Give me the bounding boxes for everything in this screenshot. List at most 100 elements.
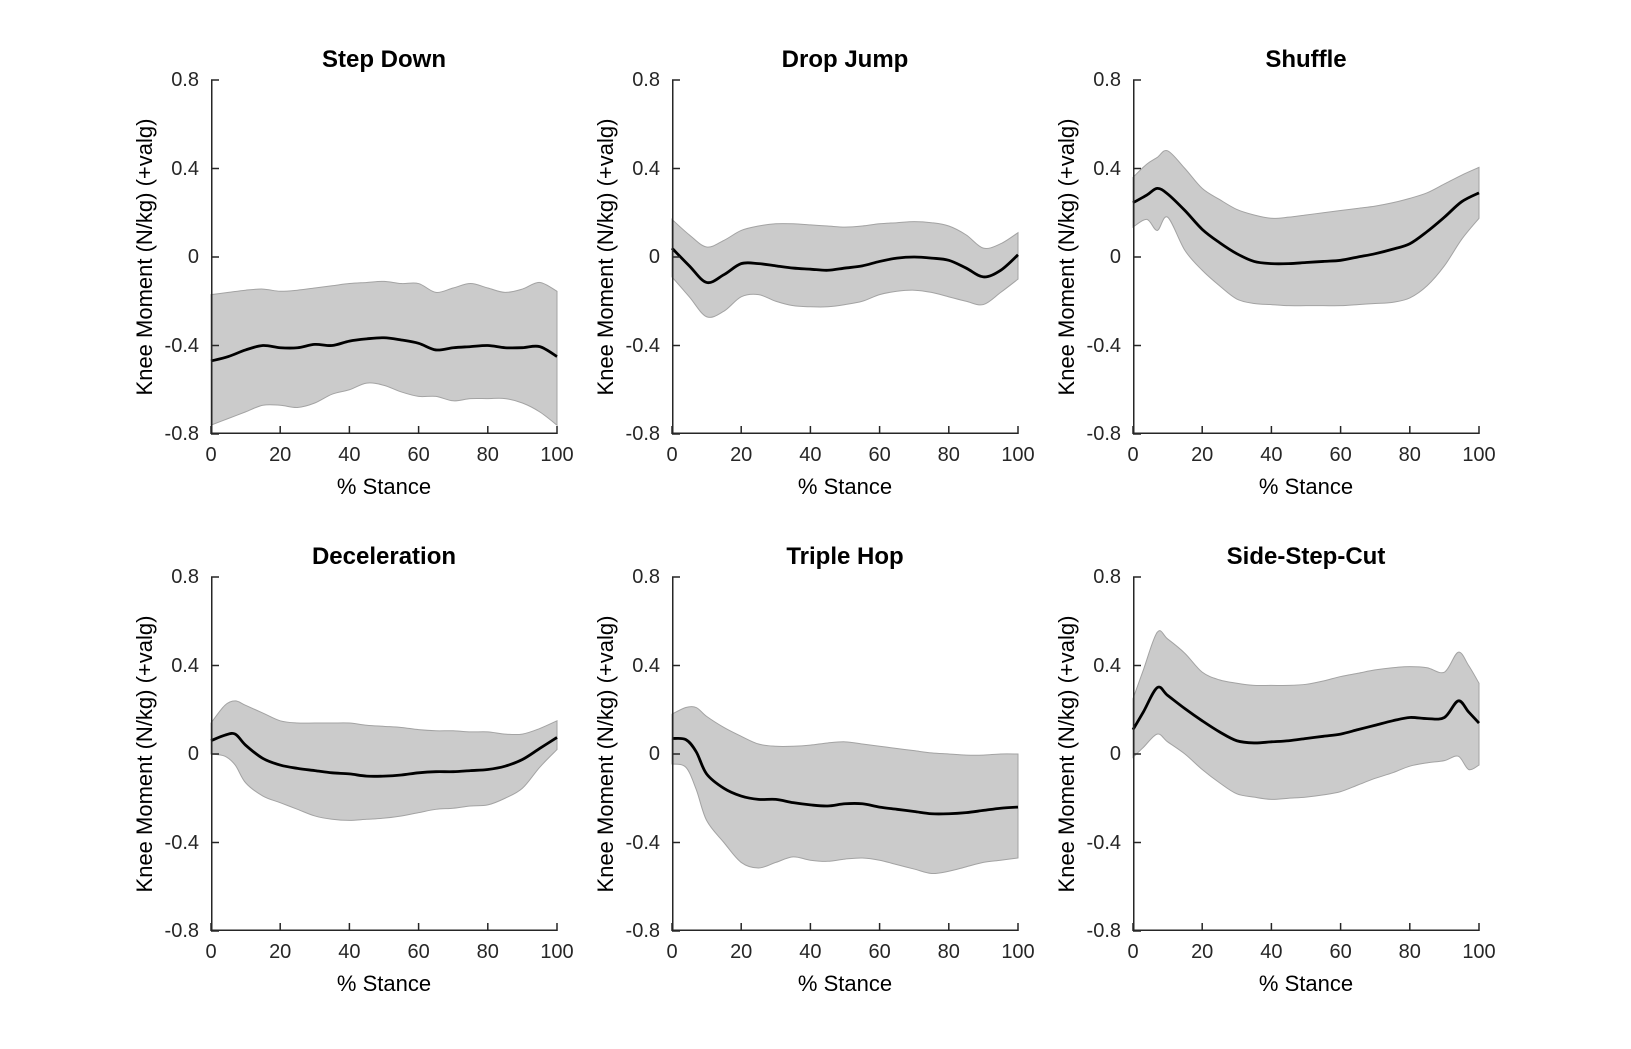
y-tick-label: 0.8 (632, 566, 660, 588)
x-tick-label: 60 (1329, 941, 1352, 963)
y-tick-label: 0.8 (171, 566, 199, 588)
subplot-deceleration: Deceleration Knee Moment (N/kg) (+valg) … (132, 543, 574, 996)
y-tick-label: 0.4 (632, 654, 660, 677)
x-tick-label: 20 (269, 941, 292, 963)
chart-title: Deceleration (311, 542, 457, 570)
x-tick-label: 60 (407, 444, 430, 466)
chart-title: Drop Jump (781, 45, 909, 73)
plot-area (670, 79, 1019, 435)
y-tick-label: 0.4 (1093, 654, 1121, 677)
y-tick-label: -0.8 (625, 920, 660, 942)
plot-area (1131, 576, 1481, 932)
subplot-triple-hop: Triple Hop Knee Moment (N/kg) (+valg) % … (593, 543, 1035, 996)
x-tick-label: 80 (476, 941, 499, 963)
x-tick-label: 80 (476, 444, 499, 466)
x-tick-label: 100 (540, 941, 574, 963)
x-tick-label: 0 (1127, 941, 1139, 963)
y-tick-label: -0.8 (1086, 423, 1121, 445)
x-tick-label: 20 (1191, 444, 1214, 466)
mean-line (671, 736, 1019, 816)
mean-line (670, 247, 1019, 285)
mean-line (1131, 685, 1481, 745)
x-tick-label: 20 (730, 941, 753, 963)
x-tick-label: 0 (205, 941, 217, 963)
x-tick-label: 80 (1398, 941, 1421, 963)
x-axis-label: % Stance (797, 474, 893, 499)
x-tick-label: 40 (799, 941, 822, 963)
y-tick-label: -0.4 (625, 831, 660, 854)
y-tick-label: -0.8 (164, 423, 199, 445)
subplot-step-down: Step Down Knee Moment (N/kg) (+valg) % S… (132, 46, 574, 499)
confidence-band (1132, 630, 1480, 800)
y-tick-label: 0 (187, 246, 199, 268)
y-tick-label: 0.8 (1093, 69, 1121, 91)
y-tick-label: 0 (648, 246, 660, 268)
subplot-shuffle: Shuffle Knee Moment (N/kg) (+valg) % Sta… (1054, 46, 1496, 499)
y-tick-label: -0.8 (625, 423, 660, 445)
chart-title: Step Down (322, 45, 446, 73)
x-tick-label: 0 (666, 444, 678, 466)
axes (1132, 576, 1480, 932)
x-tick-label: 0 (1127, 444, 1139, 466)
x-tick-label: 80 (1398, 444, 1421, 466)
mean-line (1132, 187, 1480, 266)
axes (210, 79, 558, 435)
x-tick-label: 60 (868, 444, 891, 466)
confidence-band (1132, 149, 1480, 307)
y-tick-label: 0 (1109, 743, 1121, 765)
y-tick-label: -0.4 (164, 334, 199, 357)
y-tick-label: 0.4 (632, 157, 660, 180)
confidence-band (210, 280, 558, 427)
y-tick-label: -0.4 (625, 334, 660, 357)
plot-area (671, 576, 1019, 932)
axes (671, 576, 1019, 932)
x-tick-label: 0 (666, 941, 678, 963)
y-tick-label: 0.4 (1093, 157, 1121, 180)
y-tick-label: 0.8 (1093, 566, 1121, 588)
y-tick-label: 0.4 (171, 654, 199, 677)
x-tick-label: 40 (799, 444, 822, 466)
axes (671, 79, 1019, 435)
x-tick-label: 100 (540, 444, 574, 466)
y-tick-label: -0.8 (1086, 920, 1121, 942)
y-tick-label: -0.4 (164, 831, 199, 854)
y-tick-label: -0.4 (1086, 831, 1121, 854)
mean-line (210, 732, 558, 778)
x-tick-label: 80 (937, 444, 960, 466)
x-axis-label: % Stance (1258, 971, 1354, 996)
axes (1132, 79, 1480, 435)
x-tick-label: 100 (1462, 941, 1496, 963)
y-tick-label: -0.4 (1086, 334, 1121, 357)
chart-title: Side-Step-Cut (1226, 542, 1386, 570)
x-tick-label: 80 (937, 941, 960, 963)
y-tick-label: 0.8 (632, 69, 660, 91)
y-tick-label: 0 (1109, 246, 1121, 268)
x-tick-label: 40 (1260, 444, 1283, 466)
y-tick-label: 0.8 (171, 69, 199, 91)
plot-area (210, 576, 558, 932)
x-tick-label: 100 (1001, 444, 1035, 466)
x-axis-label: % Stance (1258, 474, 1354, 499)
y-tick-label: 0 (648, 743, 660, 765)
y-tick-label: 0 (187, 743, 199, 765)
confidence-band (671, 706, 1019, 875)
plot-area (210, 79, 558, 435)
x-tick-label: 100 (1001, 941, 1035, 963)
x-tick-label: 20 (730, 444, 753, 466)
x-tick-label: 40 (338, 444, 361, 466)
x-tick-label: 60 (868, 941, 891, 963)
x-axis-label: % Stance (336, 971, 432, 996)
y-tick-label: 0.4 (171, 157, 199, 180)
subplot-drop-jump: Drop Jump Knee Moment (N/kg) (+valg) % S… (593, 46, 1035, 499)
confidence-band (210, 700, 558, 821)
x-tick-label: 20 (269, 444, 292, 466)
x-tick-label: 100 (1462, 444, 1496, 466)
mean-line (210, 336, 558, 363)
chart-title: Shuffle (1265, 45, 1347, 73)
x-axis-label: % Stance (797, 971, 893, 996)
x-tick-label: 40 (1260, 941, 1283, 963)
x-tick-label: 40 (338, 941, 361, 963)
subplot-side-step-cut: Side-Step-Cut Knee Moment (N/kg) (+valg)… (1054, 543, 1496, 996)
x-tick-label: 60 (407, 941, 430, 963)
